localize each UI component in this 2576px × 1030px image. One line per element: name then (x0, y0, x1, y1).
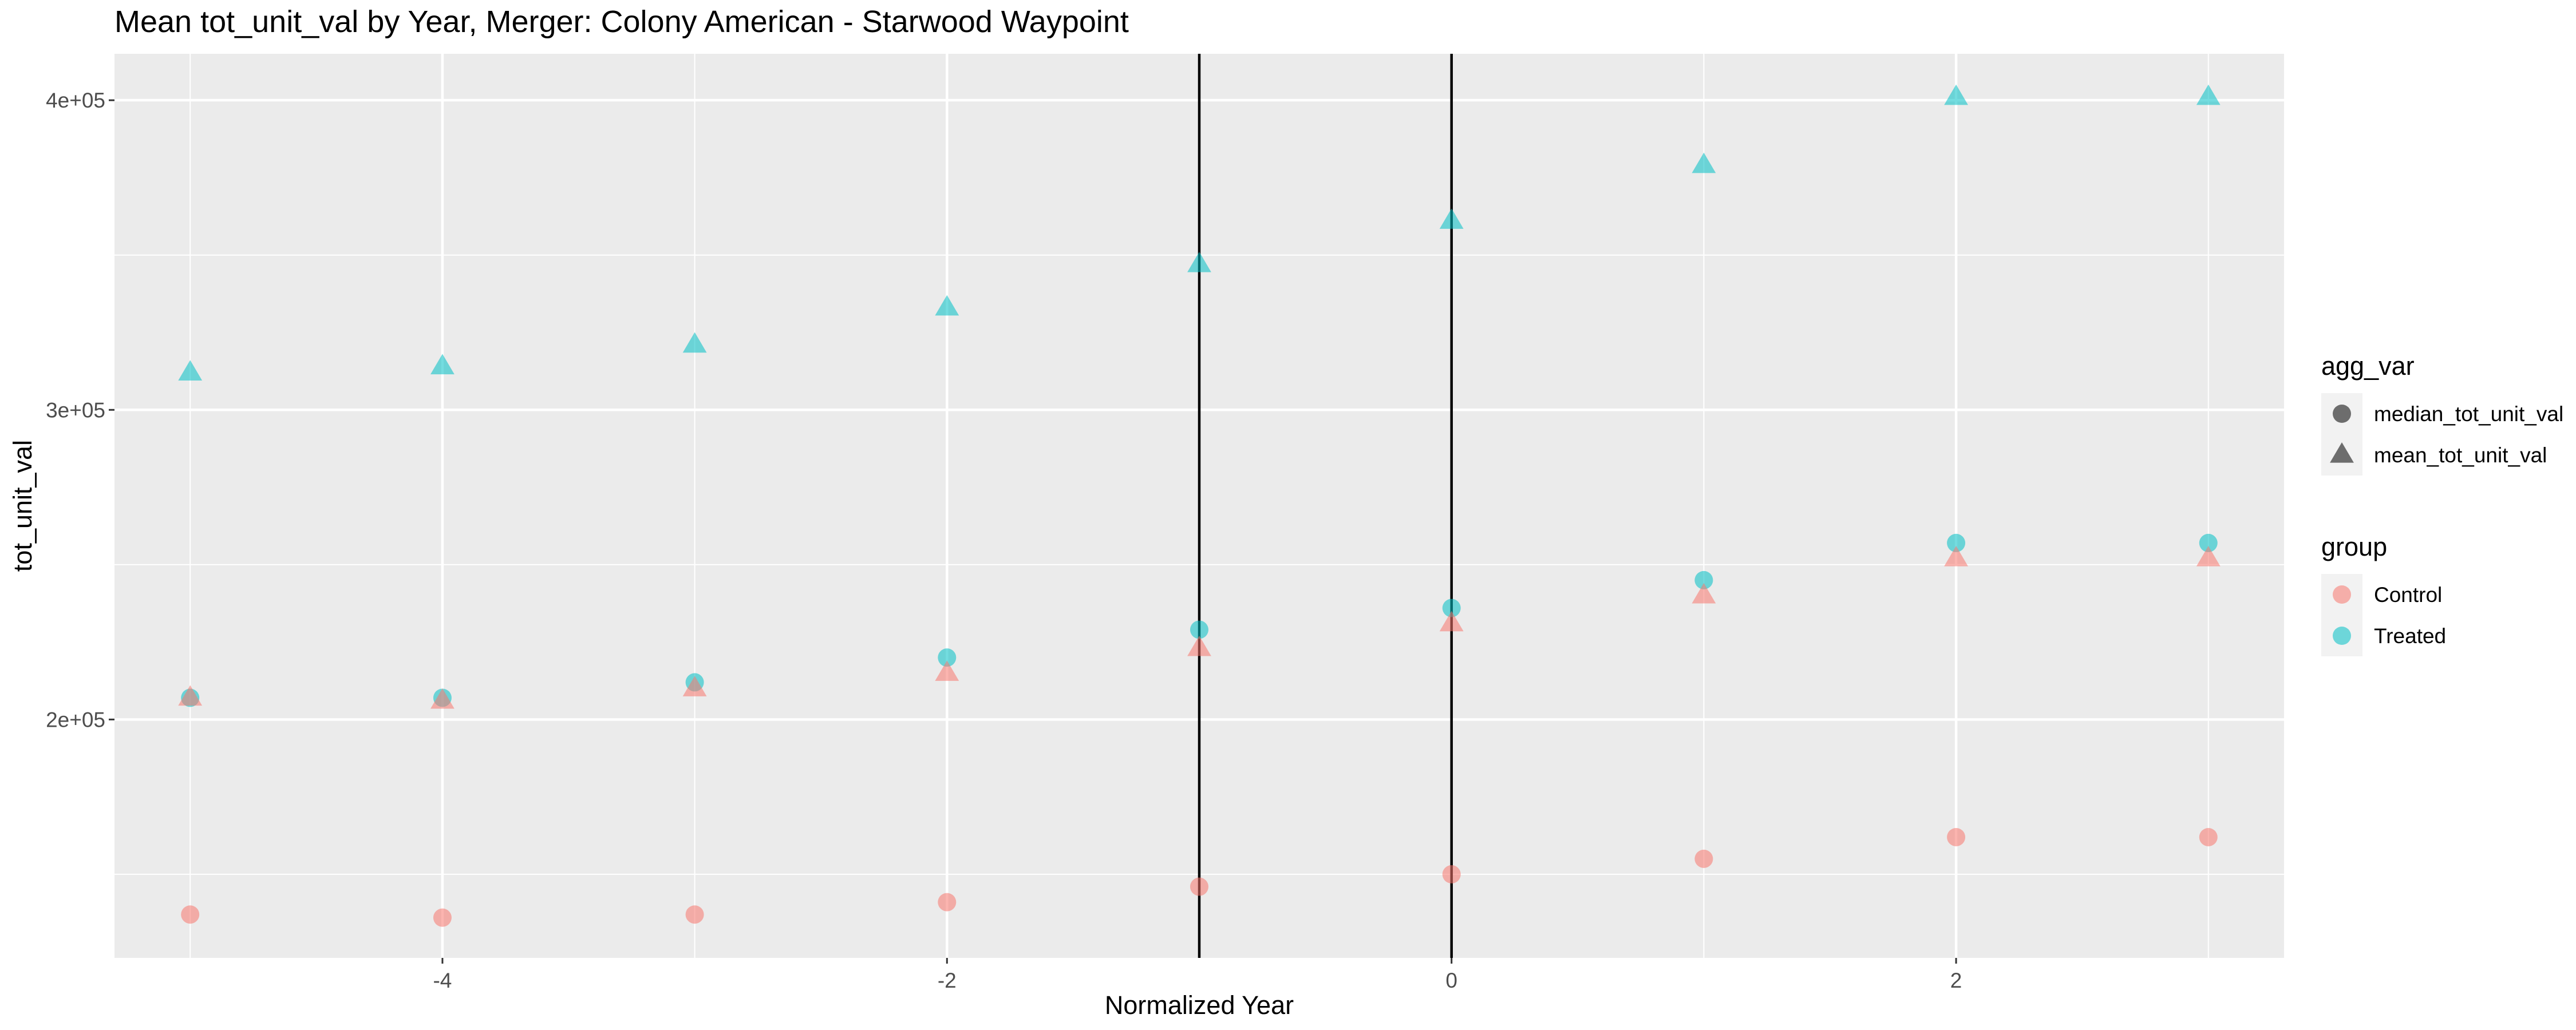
y-axis-label: tot_unit_val (8, 440, 37, 572)
data-point-circle (1190, 620, 1208, 639)
data-point-triangle (430, 354, 455, 375)
data-point-triangle (935, 295, 959, 316)
data-point-circle (1694, 849, 1713, 868)
data-point-circle (685, 905, 704, 924)
x-tick-label: -2 (938, 969, 957, 992)
y-tick-label: 4e+05 (46, 89, 105, 112)
data-point-circle (1442, 865, 1461, 884)
data-point-triangle (1944, 84, 1968, 105)
data-point-circle (1694, 571, 1713, 589)
legend-label: median_tot_unit_val (2374, 402, 2563, 426)
data-point-triangle (430, 688, 455, 709)
data-point-circle (1947, 827, 1966, 846)
data-point-triangle (1187, 251, 1211, 272)
data-point-circle (2199, 533, 2218, 552)
x-tick-label: 0 (1445, 969, 1457, 992)
y-tick-label: 2e+05 (46, 708, 105, 731)
legend-title: group (2321, 532, 2387, 561)
data-point-circle (938, 893, 957, 912)
data-point-circle (181, 905, 200, 924)
legend-title: agg_var (2321, 351, 2415, 381)
legend-label: Treated (2374, 624, 2446, 648)
legend-circle-icon (2333, 405, 2351, 423)
legend-color-icon (2333, 585, 2351, 604)
data-point-triangle (178, 360, 203, 381)
y-tick-label: 3e+05 (46, 398, 105, 422)
legend: agg_var median_tot_unit_val mean_tot_unit_… (2321, 351, 2563, 656)
data-point-triangle (1187, 635, 1211, 656)
data-point-triangle (1944, 545, 1968, 566)
data-point-triangle (935, 660, 959, 681)
chart-title: Mean tot_unit_val by Year, Merger: Colon… (114, 5, 1129, 39)
data-point-triangle (682, 676, 707, 696)
data-point-triangle (2196, 545, 2221, 566)
data-point-circle (1190, 877, 1208, 896)
data-point-triangle (1692, 583, 1716, 604)
data-point-circle (1947, 533, 1966, 552)
legend-color-icon (2333, 627, 2351, 645)
data-point-triangle (1439, 611, 1464, 632)
legend-triangle-icon (2330, 442, 2354, 463)
data-point-triangle (2196, 84, 2221, 105)
legend-label: mean_tot_unit_val (2374, 443, 2547, 467)
reference-lines (1198, 54, 1453, 958)
x-axis-label: Normalized Year (1105, 991, 1294, 1020)
data-point-circle (2199, 827, 2218, 846)
data-points (178, 84, 2221, 927)
data-point-triangle (1692, 152, 1716, 173)
data-point-triangle (682, 332, 707, 353)
x-tick-label: 2 (1950, 969, 1962, 992)
data-point-circle (433, 908, 452, 927)
data-point-triangle (178, 685, 203, 706)
legend-label: Control (2374, 583, 2442, 607)
data-point-triangle (1439, 208, 1464, 229)
data-point-circle (938, 648, 957, 667)
x-tick-label: -4 (433, 969, 452, 992)
axes: -4 -2 0 2 2e+05 3e+05 4e+05 (46, 89, 1962, 992)
data-point-circle (1442, 599, 1461, 617)
